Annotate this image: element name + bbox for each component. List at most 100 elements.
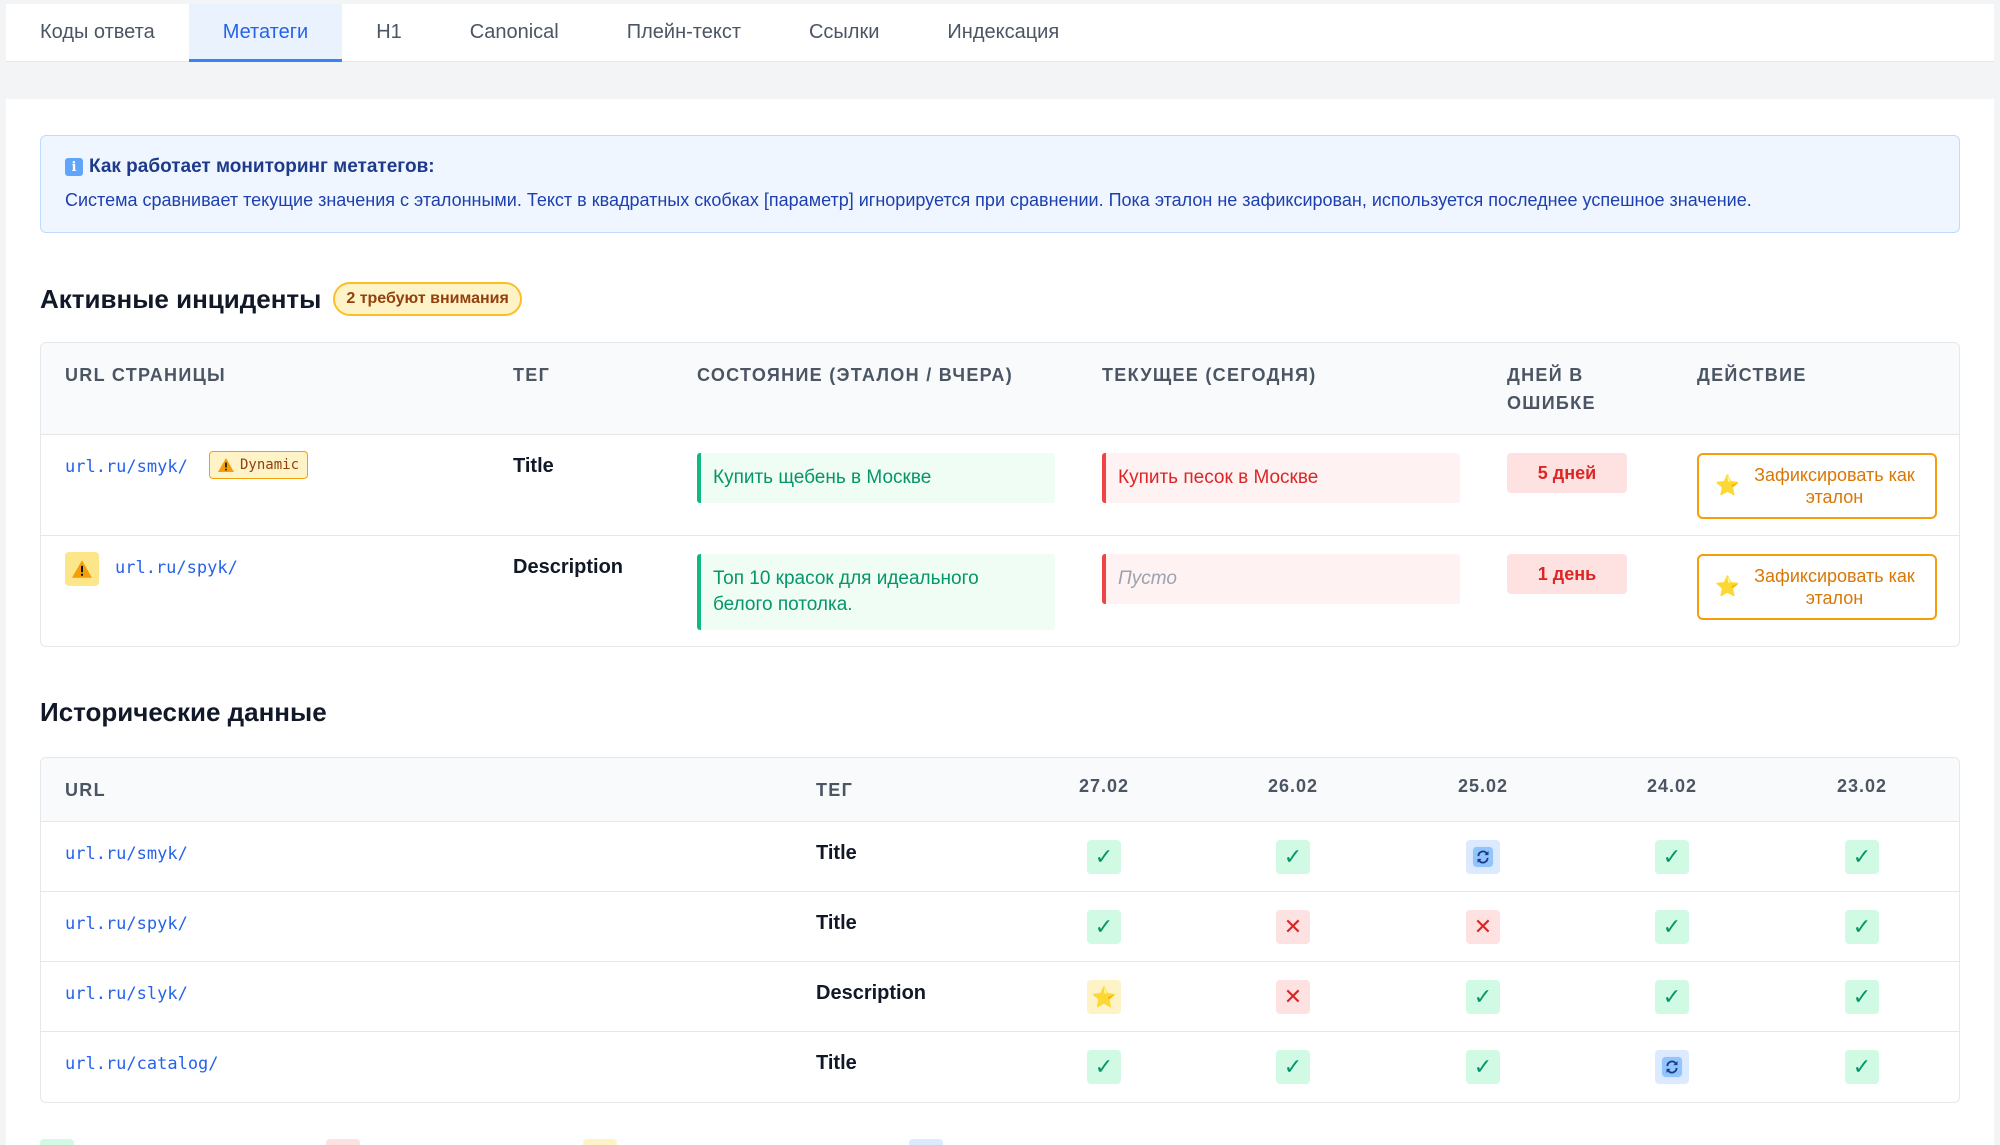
- history-table: URL Тег 27.02 26.02 25.02 24.02 23.02 ur…: [40, 757, 1960, 1103]
- tab-bar: Коды ответа Метатеги H1 Canonical Плейн-…: [6, 4, 1994, 62]
- star-icon: ⭐: [1715, 475, 1740, 497]
- col-date: 27.02: [1078, 776, 1130, 796]
- check-icon[interactable]: ✓: [1466, 980, 1500, 1014]
- dynamic-badge-label: Dynamic: [240, 457, 300, 473]
- col-url: URL страницы: [65, 365, 226, 385]
- history-header: URL Тег 27.02 26.02 25.02 24.02 23.02: [41, 758, 1959, 822]
- info-text: Система сравнивает текущие значения с эт…: [65, 190, 1752, 210]
- col-current: Текущее (сегодня): [1102, 365, 1317, 385]
- page-url-link[interactable]: url.ru/spyk/: [115, 558, 238, 578]
- tab-indexing[interactable]: Индексация: [913, 4, 1093, 61]
- col-date: 26.02: [1267, 776, 1319, 796]
- incidents-header: URL страницы Тег Состояние (эталон / вче…: [41, 343, 1959, 435]
- history-tag: Title: [816, 842, 857, 864]
- days-in-error: 1 день: [1507, 554, 1627, 594]
- info-box: i Как работает мониторинг метатегов: Сис…: [40, 135, 1960, 233]
- check-icon[interactable]: ✓: [1087, 910, 1121, 944]
- fix-as-reference-button[interactable]: ⭐ Зафиксировать как эталон: [1697, 554, 1937, 620]
- history-url-link[interactable]: url.ru/spyk/: [65, 914, 188, 934]
- table-row: url.ru/catalog/Title ✓ ✓ ✓ ✓: [41, 1032, 1959, 1102]
- fix-button-label: Зафиксировать как эталон: [1754, 566, 1915, 608]
- warning-icon: [65, 552, 99, 586]
- history-url-link[interactable]: url.ru/smyk/: [65, 844, 188, 864]
- check-icon[interactable]: ✓: [1845, 1050, 1879, 1084]
- cross-icon[interactable]: ✕: [1466, 910, 1500, 944]
- check-icon[interactable]: ✓: [1466, 1050, 1500, 1084]
- tab-plain-text[interactable]: Плейн-текст: [593, 4, 775, 61]
- tab-canonical[interactable]: Canonical: [436, 4, 593, 61]
- table-row: url.ru/spyk/ Description Топ 10 красок д…: [41, 536, 1959, 646]
- tag-name: Title: [513, 455, 554, 477]
- reference-value: Топ 10 красок для идеального белого пото…: [697, 554, 1055, 630]
- tab-label: Плейн-текст: [626, 21, 741, 43]
- tab-label: Индексация: [947, 21, 1060, 43]
- check-icon[interactable]: ✓: [1276, 1050, 1310, 1084]
- col-date: 25.02: [1457, 776, 1509, 796]
- check-icon[interactable]: ✓: [1087, 840, 1121, 874]
- tab-links[interactable]: Ссылки: [775, 4, 913, 61]
- check-icon[interactable]: ✓: [1087, 1050, 1121, 1084]
- star-icon[interactable]: ⭐: [1087, 980, 1121, 1014]
- col-days: Дней в ошибке: [1507, 365, 1596, 413]
- page-url-link[interactable]: url.ru/smyk/: [65, 457, 188, 477]
- warning-icon: [218, 458, 234, 472]
- history-url-link[interactable]: url.ru/slyk/: [65, 984, 188, 1004]
- star-icon: ⭐: [1715, 576, 1740, 598]
- col-date: 24.02: [1646, 776, 1698, 796]
- tag-name: Description: [513, 556, 624, 578]
- tab-label: Метатеги: [222, 21, 309, 43]
- attention-badge: 2 требуют внимания: [333, 282, 522, 316]
- table-row: url.ru/smyk/Title ✓ ✓ ✓ ✓: [41, 822, 1959, 892]
- history-url-link[interactable]: url.ru/catalog/: [65, 1054, 219, 1074]
- sync-icon[interactable]: [1466, 840, 1500, 874]
- tab-response-codes[interactable]: Коды ответа: [6, 4, 189, 61]
- current-value: Пусто: [1102, 554, 1460, 604]
- table-row: url.ru/spyk/Title ✓ ✕ ✕ ✓ ✓: [41, 892, 1959, 962]
- check-icon[interactable]: ✓: [1845, 910, 1879, 944]
- col-url: URL: [65, 780, 106, 800]
- col-tag: Тег: [513, 365, 551, 385]
- history-title-text: Исторические данные: [40, 697, 327, 727]
- tab-label: H1: [376, 21, 402, 43]
- incidents-table: URL страницы Тег Состояние (эталон / вче…: [40, 342, 1960, 647]
- incidents-title: Активные инциденты 2 требуют внимания: [40, 282, 522, 316]
- legend-bad-swatch: [326, 1139, 360, 1145]
- fix-button-label: Зафиксировать как эталон: [1754, 465, 1915, 507]
- reference-value: Купить щебень в Москве: [697, 453, 1055, 503]
- history-tag: Title: [816, 912, 857, 934]
- check-icon[interactable]: ✓: [1655, 840, 1689, 874]
- check-icon[interactable]: ✓: [1655, 980, 1689, 1014]
- check-icon[interactable]: ✓: [1845, 980, 1879, 1014]
- table-row: url.ru/smyk/ Dynamic Title Купить щебень…: [41, 435, 1959, 536]
- check-icon[interactable]: ✓: [1276, 840, 1310, 874]
- incidents-title-text: Активные инциденты: [40, 283, 322, 314]
- check-icon[interactable]: ✓: [1845, 840, 1879, 874]
- col-action: Действие: [1697, 365, 1807, 385]
- info-title: i Как работает мониторинг метатегов:: [65, 156, 1935, 178]
- sync-icon[interactable]: [1655, 1050, 1689, 1084]
- col-date: 23.02: [1836, 776, 1888, 796]
- cross-icon[interactable]: ✕: [1276, 980, 1310, 1014]
- history-title: Исторические данные: [40, 697, 327, 728]
- tab-metatags[interactable]: Метатеги: [188, 4, 343, 62]
- legend-ok-swatch: [40, 1139, 74, 1145]
- legend-sync-swatch: [909, 1139, 943, 1145]
- legend-star-swatch: [583, 1139, 617, 1145]
- history-tag: Title: [816, 1052, 857, 1074]
- table-row: url.ru/slyk/Description ⭐ ✕ ✓ ✓ ✓: [41, 962, 1959, 1032]
- days-in-error: 5 дней: [1507, 453, 1627, 493]
- tab-h1[interactable]: H1: [342, 4, 436, 61]
- info-icon: i: [65, 158, 83, 176]
- current-value: Купить песок в Москве: [1102, 453, 1460, 503]
- tab-label: Canonical: [469, 21, 559, 43]
- col-tag: Тег: [816, 780, 854, 800]
- history-tag: Description: [816, 982, 927, 1004]
- check-icon[interactable]: ✓: [1655, 910, 1689, 944]
- tab-label: Коды ответа: [40, 21, 155, 43]
- dynamic-badge: Dynamic: [209, 451, 309, 479]
- col-reference: Состояние (эталон / вчера): [697, 365, 1013, 385]
- fix-as-reference-button[interactable]: ⭐ Зафиксировать как эталон: [1697, 453, 1937, 519]
- main-card: i Как работает мониторинг метатегов: Сис…: [6, 99, 1994, 1145]
- cross-icon[interactable]: ✕: [1276, 910, 1310, 944]
- tab-label: Ссылки: [808, 21, 880, 43]
